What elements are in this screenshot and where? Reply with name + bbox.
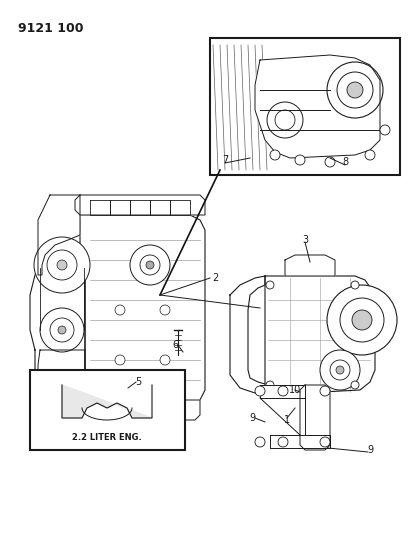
Text: 6: 6	[172, 340, 178, 350]
Bar	[210, 38, 400, 175]
Circle shape	[278, 386, 288, 396]
Circle shape	[320, 386, 330, 396]
Circle shape	[327, 62, 383, 118]
Circle shape	[146, 261, 154, 269]
Text: 9121 100: 9121 100	[18, 22, 83, 35]
Circle shape	[352, 310, 372, 330]
Polygon shape	[85, 400, 200, 420]
Circle shape	[365, 150, 375, 160]
Circle shape	[340, 298, 384, 342]
Circle shape	[115, 305, 125, 315]
Circle shape	[347, 82, 363, 98]
Polygon shape	[90, 200, 110, 215]
Circle shape	[34, 237, 90, 293]
Text: 9: 9	[249, 413, 255, 423]
Polygon shape	[285, 255, 335, 276]
Circle shape	[50, 318, 74, 342]
Text: 10: 10	[289, 385, 301, 395]
Circle shape	[40, 308, 84, 352]
Polygon shape	[110, 200, 130, 215]
Polygon shape	[62, 385, 152, 418]
Polygon shape	[230, 276, 265, 395]
Circle shape	[255, 386, 265, 396]
Polygon shape	[150, 200, 170, 215]
Text: 8: 8	[342, 157, 348, 167]
Circle shape	[275, 110, 295, 130]
Polygon shape	[38, 350, 85, 415]
Polygon shape	[75, 195, 205, 215]
Circle shape	[266, 381, 274, 389]
Circle shape	[130, 245, 170, 285]
Text: 9: 9	[367, 445, 373, 455]
Text: 5: 5	[135, 377, 141, 387]
Polygon shape	[255, 55, 380, 158]
Polygon shape	[30, 215, 85, 415]
Circle shape	[325, 157, 335, 167]
Polygon shape	[38, 195, 80, 275]
Polygon shape	[260, 385, 305, 398]
Circle shape	[255, 437, 265, 447]
Circle shape	[115, 355, 125, 365]
Polygon shape	[300, 385, 330, 450]
Circle shape	[140, 255, 160, 275]
Circle shape	[351, 381, 359, 389]
Circle shape	[270, 150, 280, 160]
Circle shape	[330, 360, 350, 380]
Polygon shape	[170, 200, 190, 215]
Circle shape	[58, 326, 66, 334]
Polygon shape	[130, 200, 150, 215]
Circle shape	[47, 250, 77, 280]
Circle shape	[160, 355, 170, 365]
Circle shape	[380, 125, 390, 135]
Text: 7: 7	[222, 155, 228, 165]
Circle shape	[266, 281, 274, 289]
Circle shape	[160, 305, 170, 315]
Circle shape	[351, 281, 359, 289]
Text: 1: 1	[284, 415, 290, 425]
Text: 2.2 LITER ENG.: 2.2 LITER ENG.	[72, 433, 142, 442]
Polygon shape	[265, 276, 375, 395]
Text: 3: 3	[302, 235, 308, 245]
Circle shape	[295, 155, 305, 165]
Polygon shape	[270, 435, 330, 448]
Text: 2: 2	[212, 273, 218, 283]
Circle shape	[267, 102, 303, 138]
Circle shape	[57, 260, 67, 270]
Bar	[30, 370, 185, 450]
Polygon shape	[80, 215, 205, 405]
Circle shape	[320, 437, 330, 447]
Circle shape	[278, 437, 288, 447]
Circle shape	[336, 366, 344, 374]
Circle shape	[327, 285, 397, 355]
Circle shape	[337, 72, 373, 108]
Circle shape	[320, 350, 360, 390]
